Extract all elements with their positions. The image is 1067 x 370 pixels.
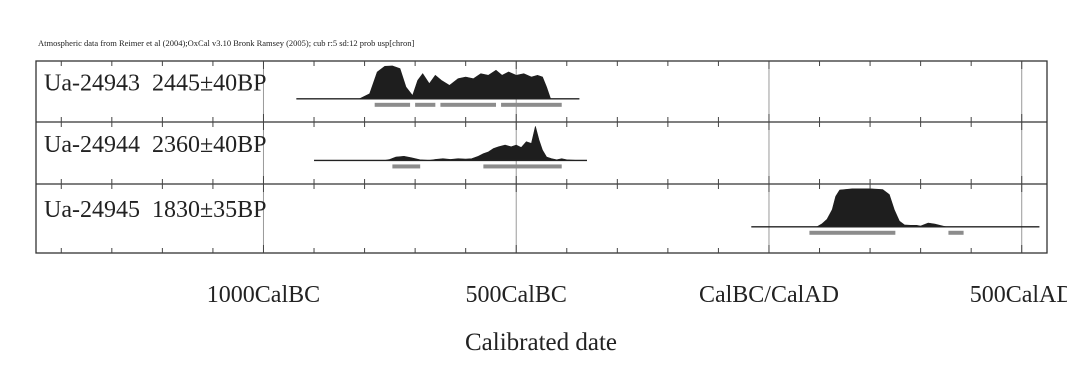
range-bar: [501, 102, 562, 107]
x-tick-label: 500CalBC: [466, 282, 567, 308]
x-axis-label: Calibrated date: [465, 329, 617, 356]
x-tick-label: CalBC/CalAD: [699, 282, 839, 308]
chart-title: Atmospheric data from Reimer et al (2004…: [38, 38, 414, 48]
probability-distribution: [359, 65, 551, 100]
sample-row: Ua-24944 2360±40BP: [36, 121, 1047, 169]
range-bar: [948, 230, 964, 235]
range-bar: [374, 102, 411, 107]
sample-rows: Ua-24943 2445±40BP Ua-24944 2360±40BP Ua-2…: [36, 65, 1047, 235]
x-tick-label: 1000CalBC: [207, 282, 320, 308]
range-bar: [392, 164, 421, 169]
range-bar: [415, 102, 436, 107]
x-tick-label: 500CalAD: [970, 282, 1067, 308]
sample-label: Ua-24945 1830±35BP: [44, 197, 267, 223]
sample-row: Ua-24945 1830±35BP: [36, 183, 1047, 235]
x-tick-labels: 1000CalBC 500CalBC CalBC/CalAD 500CalAD: [207, 282, 1067, 308]
axis-ticks: [60, 61, 1023, 253]
probability-distribution: [816, 188, 947, 228]
sample-label: Ua-24944 2360±40BP: [44, 132, 267, 158]
sample-label: Ua-24943 2445±40BP: [44, 70, 267, 96]
range-bar: [483, 164, 562, 169]
plot-frame: [35, 60, 1048, 254]
sample-row: Ua-24943 2445±40BP: [44, 65, 580, 107]
range-bar: [809, 230, 896, 235]
range-bar: [440, 102, 497, 107]
